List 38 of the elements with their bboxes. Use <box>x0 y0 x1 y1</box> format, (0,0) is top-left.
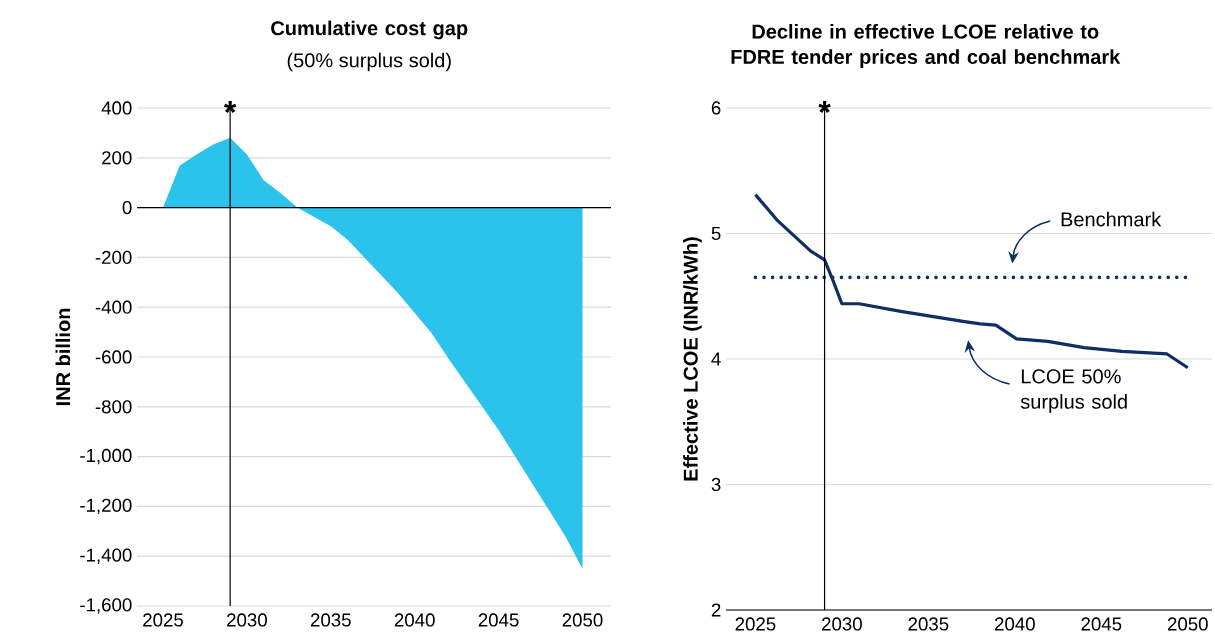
y-tick-label: 5 <box>711 226 721 241</box>
chart-title: Cumulative cost gap <box>271 20 468 40</box>
y-tick-label: 6 <box>711 101 721 115</box>
line-series <box>753 192 1190 370</box>
y-tick-label: -400 <box>95 300 132 314</box>
x-tick-label: 2025 <box>735 617 776 631</box>
y-tick-label: 400 <box>101 101 132 115</box>
x-tick-label: 2050 <box>1167 617 1208 631</box>
y-tick-label: -1,600 <box>80 598 132 614</box>
y-tick-label: -1,200 <box>80 498 132 515</box>
chart-title: Decline in effective LCOE relative to FDRE tender prices and coal benchmark <box>731 24 1121 68</box>
x-tick-label: 2045 <box>478 613 519 627</box>
x-tick-label: 2050 <box>562 613 603 627</box>
x-tick-label: 2030 <box>227 613 267 627</box>
y-tick-label: 4 <box>711 352 721 366</box>
y-axis-title: INR billion <box>55 308 71 406</box>
series-label: LCOE 50% surplus sold <box>1020 369 1127 413</box>
y-tick-label: -800 <box>95 400 132 414</box>
y-tick-label: -1,400 <box>80 548 132 564</box>
y-axis-title: Effective LCOE (INR/kWh) <box>683 237 702 481</box>
y-tick-label: 3 <box>711 477 721 492</box>
x-tick-label: 2040 <box>995 617 1035 631</box>
y-tick-label: 0 <box>122 200 132 215</box>
chart-subtitle: (50% surplus sold) <box>287 52 451 72</box>
x-tick-label: 2045 <box>1081 617 1122 631</box>
x-tick-label: 2035 <box>310 613 351 627</box>
y-tick-label: 200 <box>102 151 132 165</box>
x-tick-label: 2030 <box>822 617 862 631</box>
x-tick-label: 2025 <box>143 613 183 627</box>
y-tick-label: -600 <box>95 350 132 364</box>
y-tick-label: -200 <box>95 250 132 264</box>
x-tick-label: 2040 <box>394 613 435 627</box>
y-tick-label: -1,000 <box>80 448 132 465</box>
text: Benchmark <box>1061 211 1162 227</box>
y-tick-label: 2 <box>711 603 721 617</box>
ref-line-label: * <box>818 100 831 113</box>
x-tick-label: 2035 <box>908 617 949 631</box>
ref-line-label: * <box>223 100 237 113</box>
